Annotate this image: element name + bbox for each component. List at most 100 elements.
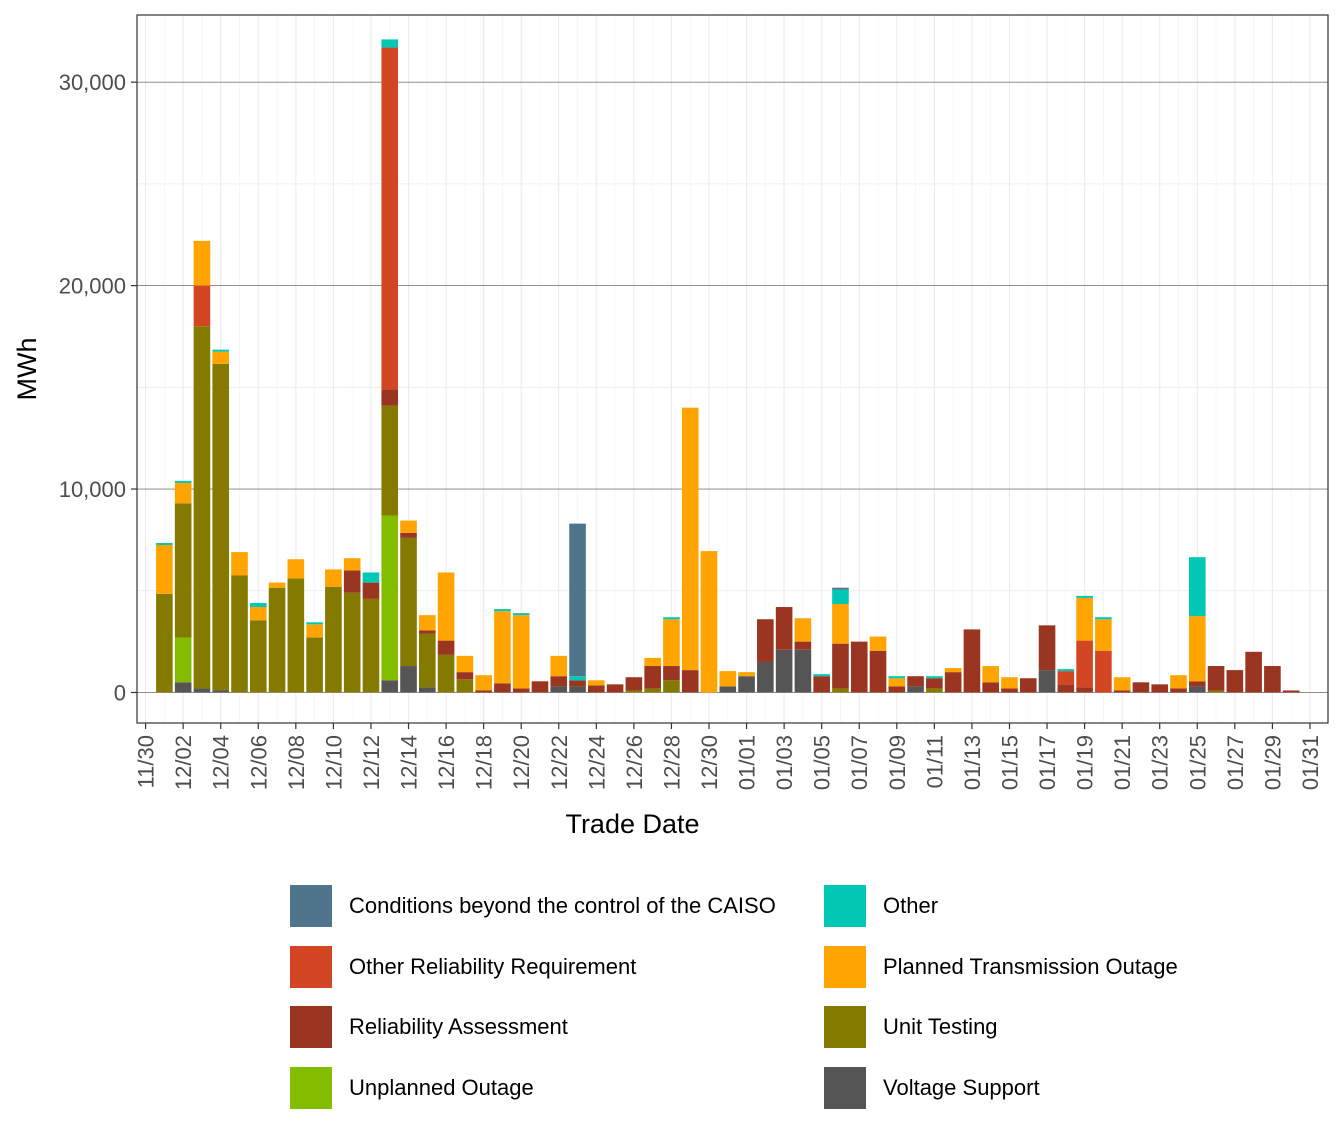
bar-segment <box>343 592 361 693</box>
bar-segment <box>1113 677 1131 691</box>
legend-item: Planned Transmission Outage <box>824 945 1178 989</box>
x-tick-label: 12/20 <box>509 735 534 790</box>
bar-segment <box>1076 640 1093 688</box>
bar-segment <box>494 611 511 684</box>
bar-segment <box>400 532 417 538</box>
legend-swatch <box>290 885 332 927</box>
bar-segment <box>625 690 643 693</box>
bar-segment <box>982 682 999 693</box>
y-tick-label: 30,000 <box>59 70 126 95</box>
legend-item: Conditions beyond the control of the CAI… <box>290 884 776 928</box>
bar-segment <box>1188 616 1206 682</box>
legend-label: Other <box>883 893 939 918</box>
bar-segment <box>550 686 568 693</box>
bar-segment <box>907 676 924 687</box>
bar-segment <box>494 683 511 693</box>
bar-segment <box>550 676 568 687</box>
bar-segment <box>1095 619 1112 651</box>
bar-segment <box>475 675 492 691</box>
bar-segment <box>794 641 812 650</box>
x-tick-label: 01/25 <box>1185 735 1210 790</box>
x-tick-label: 12/30 <box>697 735 722 790</box>
bar-segment <box>681 407 699 671</box>
bar-segment <box>193 240 211 286</box>
bar-segment <box>456 655 474 673</box>
bar-segment <box>400 537 417 667</box>
bar-segment <box>644 657 661 667</box>
bar-segment <box>381 39 399 48</box>
x-tick-label: 12/02 <box>171 735 196 790</box>
bar-segment <box>212 363 230 691</box>
bar-segment <box>832 643 849 689</box>
bar-segment <box>588 685 605 693</box>
bar-segment <box>813 676 830 693</box>
x-tick-label: 01/07 <box>847 735 872 790</box>
x-tick-label: 01/11 <box>922 735 947 788</box>
legend-label: Voltage Support <box>883 1075 1040 1101</box>
bar-segment <box>1170 675 1187 689</box>
bar-segment <box>1132 682 1150 693</box>
bar-segment <box>663 666 680 681</box>
bar-segment <box>249 602 267 608</box>
bar-segment <box>512 615 530 689</box>
bar-segment <box>1113 690 1131 693</box>
x-tick-label: 01/19 <box>1073 735 1098 790</box>
bar-segment <box>531 681 549 693</box>
bar-segment <box>1151 684 1169 693</box>
x-tick-label: 12/26 <box>622 735 647 790</box>
bar-segment <box>1226 670 1244 693</box>
x-tick-label: 12/18 <box>472 735 497 790</box>
bar-segment <box>1057 669 1075 672</box>
x-tick-label: 12/28 <box>659 735 684 790</box>
bar-segment <box>794 649 812 693</box>
bar-segment <box>832 589 849 604</box>
legend-label: Unplanned Outage <box>349 1075 534 1101</box>
y-tick-label: 10,000 <box>59 477 126 502</box>
bar-segment <box>569 686 586 693</box>
legend-swatch <box>824 1006 866 1049</box>
grid-lines <box>137 15 1328 723</box>
bar-segment <box>325 569 342 587</box>
bar-segment <box>944 668 962 673</box>
bar-segment <box>869 636 887 651</box>
bar-segment <box>193 285 211 327</box>
bar-segment <box>1038 670 1056 693</box>
x-tick-label: 01/29 <box>1260 735 1285 790</box>
legend-swatch <box>824 1067 866 1110</box>
bar-segment <box>1001 677 1018 689</box>
bar-segment <box>719 686 737 693</box>
bar-segment <box>494 609 511 612</box>
bar-segment <box>569 680 586 687</box>
bar-segment <box>888 686 906 693</box>
bar-segment <box>306 622 323 625</box>
bar-segment <box>625 677 643 691</box>
legend-label: Unit Testing <box>883 1014 998 1040</box>
bar-segment <box>663 619 680 667</box>
bar-segment <box>362 582 380 599</box>
bar-segment <box>212 349 230 352</box>
bar-segment <box>1038 625 1056 671</box>
bar-segment <box>982 666 999 683</box>
bar-segment <box>268 582 286 588</box>
bar-segment <box>231 575 248 693</box>
x-tick-label: 12/12 <box>359 735 384 790</box>
bar-segment <box>381 47 399 390</box>
stacked-bar-chart: 0 10,000 20,000 30,000 11/30 12/02 12/04 12/06 1… <box>12 14 1329 839</box>
x-axis-title: Trade Date <box>565 809 699 839</box>
bar-segment <box>569 523 586 677</box>
bar-segment <box>663 617 680 620</box>
bar-segment <box>174 682 192 693</box>
bar-segment <box>231 552 248 576</box>
x-tick-label: 01/31 <box>1298 735 1323 790</box>
bar-segment <box>174 503 192 638</box>
bar-segment <box>419 615 436 631</box>
y-tick-label: 0 <box>114 680 126 705</box>
bar-segment <box>700 551 718 693</box>
legend-item: Reliability Assessment <box>290 1005 568 1049</box>
bar-segment <box>832 688 849 693</box>
bar-segment <box>1188 557 1206 617</box>
x-tick-label: 01/05 <box>810 735 835 790</box>
bar-segment <box>644 688 661 693</box>
bar-segment <box>156 542 173 545</box>
bar-segment <box>757 619 774 662</box>
